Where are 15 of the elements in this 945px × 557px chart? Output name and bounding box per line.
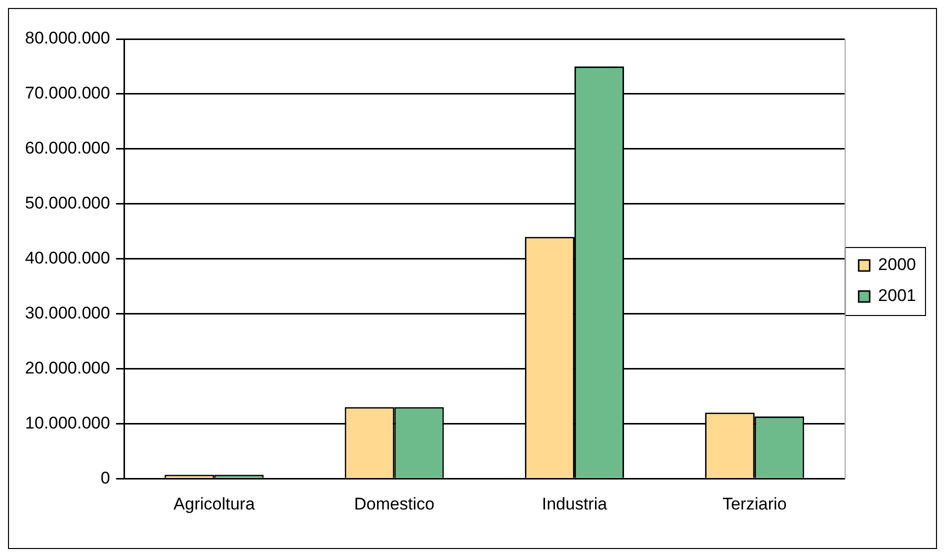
y-tick-label: 70.000.000 — [24, 84, 110, 103]
x-tick-label: Terziario — [722, 494, 787, 514]
y-tick-label: 0 — [100, 468, 110, 488]
y-tick-label: 10.000.000 — [24, 413, 110, 432]
x-tick-label: Industria — [542, 494, 608, 514]
y-tick-label: 50.000.000 — [24, 194, 110, 213]
x-tick-label: Agricoltura — [174, 494, 256, 514]
y-tick-label: 20.000.000 — [24, 358, 110, 378]
legend-label: 2000 — [878, 255, 916, 274]
y-tick-label: 60.000.000 — [24, 138, 110, 158]
y-tick-label: 30.000.000 — [24, 303, 110, 322]
legend-label: 2001 — [878, 286, 916, 306]
x-tick-label: Domestico — [354, 494, 434, 514]
y-tick-label: 40.000.000 — [24, 248, 110, 268]
y-tick-label: 80.000.000 — [24, 28, 110, 48]
